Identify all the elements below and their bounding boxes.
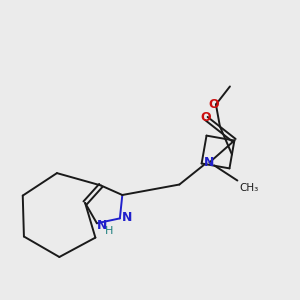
- Text: N: N: [97, 219, 107, 232]
- Text: N: N: [122, 211, 132, 224]
- Text: O: O: [200, 111, 211, 124]
- Text: CH₃: CH₃: [239, 182, 259, 193]
- Text: H: H: [105, 226, 113, 236]
- Text: O: O: [208, 98, 219, 111]
- Text: N: N: [204, 156, 214, 169]
